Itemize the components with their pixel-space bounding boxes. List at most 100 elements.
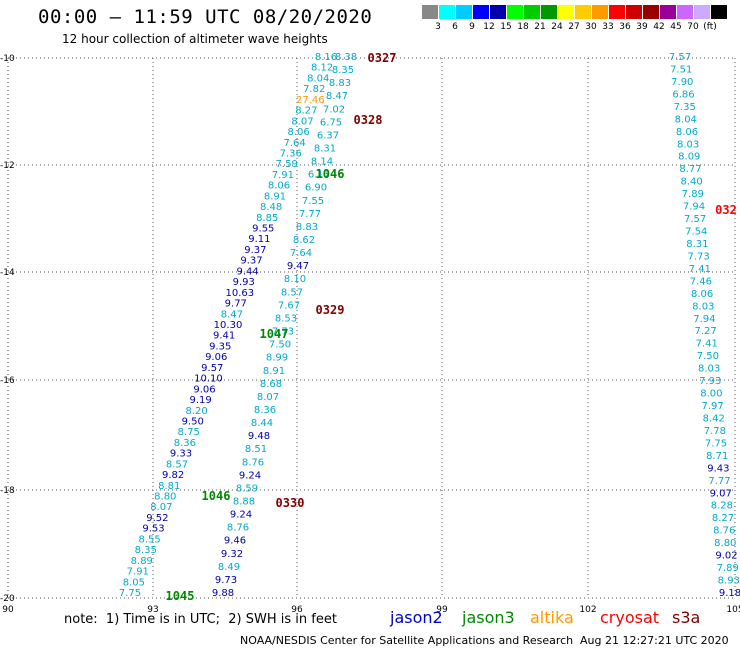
wave-height-value: 7.46 (690, 276, 712, 287)
wave-height-value: 6.90 (305, 183, 327, 194)
color-swatch (507, 5, 523, 19)
color-scale-label: 3 (435, 22, 441, 32)
wave-height-value: 6.75 (320, 117, 342, 128)
wave-height-value: 8.35 (332, 65, 354, 76)
wave-height-value: 8.06 (268, 181, 290, 192)
wave-height-value: 7.75 (119, 588, 141, 599)
wave-height-value: 9.82 (162, 470, 184, 481)
color-swatch (609, 5, 625, 19)
wave-height-value: 9.53 (142, 524, 164, 535)
pass-time-label: 0328 (354, 113, 383, 127)
wave-height-value: 8.04 (675, 114, 697, 125)
wave-height-value: 8.93 (718, 576, 740, 587)
wave-height-value: 8.75 (178, 427, 200, 438)
wave-height-value: 8.27 (295, 106, 317, 117)
wave-height-value: 8.36 (174, 438, 196, 449)
wave-height-value: 7.36 (280, 149, 302, 160)
wave-height-value: 7.77 (299, 209, 321, 220)
color-swatch (643, 5, 659, 19)
wave-height-value: 7.94 (683, 202, 705, 213)
wave-height-value: 9.47 (287, 261, 309, 272)
wave-height-value: 7.94 (693, 314, 715, 325)
wave-height-value: 8.03 (677, 139, 699, 150)
legend-altika: altika (530, 608, 574, 627)
wave-height-value: 8.99 (266, 353, 288, 364)
color-swatch (439, 5, 455, 19)
wave-height-value: 27.46 (296, 95, 325, 106)
wave-height-value: 7.57 (669, 52, 691, 63)
wave-height-value: 9.57 (201, 363, 223, 374)
color-swatch (490, 5, 506, 19)
color-scale-label: 33 (602, 22, 614, 32)
wave-height-value: 8.59 (236, 483, 258, 494)
color-scale-label: 27 (568, 22, 580, 32)
lon-tick-label: 96 (291, 605, 303, 615)
wave-height-value: 7.02 (323, 104, 345, 115)
wave-height-value: 10.63 (225, 288, 254, 299)
wave-height-value: 7.90 (671, 77, 693, 88)
wave-height-value: 8.42 (703, 414, 725, 425)
color-scale-label: 12 (483, 22, 495, 32)
pass-time-label: 032 (715, 203, 737, 217)
wave-height-value: 10.30 (214, 320, 243, 331)
wave-height-value: 7.41 (696, 339, 718, 350)
wave-height-value: 8.28 (711, 501, 733, 512)
wave-height-value: 9.33 (170, 449, 192, 460)
pass-time-labels: 0327 0328 1046 0329 1047 1046 0330 1045 032 (166, 51, 737, 603)
wave-height-value: 8.57 (281, 287, 303, 298)
wave-height-value: 9.88 (212, 588, 234, 599)
credit-line: NOAA/NESDIS Center for Satellite Applica… (240, 634, 574, 647)
wave-height-value: 8.35 (135, 545, 157, 556)
color-scale-label: 15 (500, 22, 512, 32)
wave-height-value: 8.76 (713, 526, 735, 537)
color-scale-label: (ft) (703, 22, 717, 32)
wave-height-value: 9.19 (189, 395, 211, 406)
wave-height-value: 7.50 (269, 340, 291, 351)
wave-height-value: 9.06 (193, 384, 215, 395)
wave-height-value: 9.41 (213, 331, 235, 342)
lon-tick-label: 90 (2, 605, 14, 615)
wave-height-value: 9.44 (236, 266, 258, 277)
pass-time-label: 1046 (316, 167, 345, 181)
wave-height-value: 9.43 (707, 463, 729, 474)
color-scale-label: 24 (551, 22, 563, 32)
color-scale-label: 21 (534, 22, 546, 32)
wave-height-value: 6.86 (672, 89, 694, 100)
wave-height-value: 7.51 (670, 65, 692, 76)
wave-height-value: 7.75 (705, 438, 727, 449)
wave-height-value: 9.46 (224, 536, 246, 547)
wave-height-value: 7.78 (704, 426, 726, 437)
wave-height-value: 8.80 (714, 538, 736, 549)
grid-lines (7, 57, 736, 599)
color-swatch (473, 5, 489, 19)
lon-tick-label: 105 (726, 605, 740, 615)
wave-height-value: 8.09 (678, 152, 700, 163)
wave-height-value: 8.83 (296, 222, 318, 233)
pass-time-label: 1045 (166, 589, 195, 603)
lat-tick-label: -16 (0, 376, 15, 386)
wave-height-tracks: 8.168.128.047.8227.468.278.078.067.647.3… (119, 52, 740, 599)
wave-height-value: 9.52 (146, 513, 168, 524)
page-subtitle: 12 hour collection of altimeter wave hei… (62, 32, 328, 46)
wave-height-value: 9.55 (252, 224, 274, 235)
wave-height-value: 7.50 (697, 351, 719, 362)
wave-height-value: 8.80 (154, 492, 176, 503)
footer-note: note: 1) Time is in UTC; 2) SWH is in fe… (64, 612, 337, 627)
wave-height-value: 6.37 (317, 130, 339, 141)
lat-tick-label: -12 (0, 161, 15, 171)
wave-height-value: 8.38 (335, 52, 357, 63)
wave-height-value: 8.36 (254, 405, 276, 416)
color-swatch (711, 5, 727, 19)
color-swatch (456, 5, 472, 19)
wave-height-value: 8.03 (692, 301, 714, 312)
wave-height-value: 8.62 (293, 235, 315, 246)
wave-height-value: 9.18 (719, 588, 740, 599)
wave-height-value: 8.51 (245, 444, 267, 455)
wave-height-value: 8.81 (158, 481, 180, 492)
wave-height-value: 8.31 (314, 144, 336, 155)
legend-jason2: jason2 (390, 608, 443, 627)
wave-height-value: 7.73 (687, 251, 709, 262)
wave-height-value: 7.77 (708, 476, 730, 487)
wave-height-value: 8.40 (680, 177, 702, 188)
